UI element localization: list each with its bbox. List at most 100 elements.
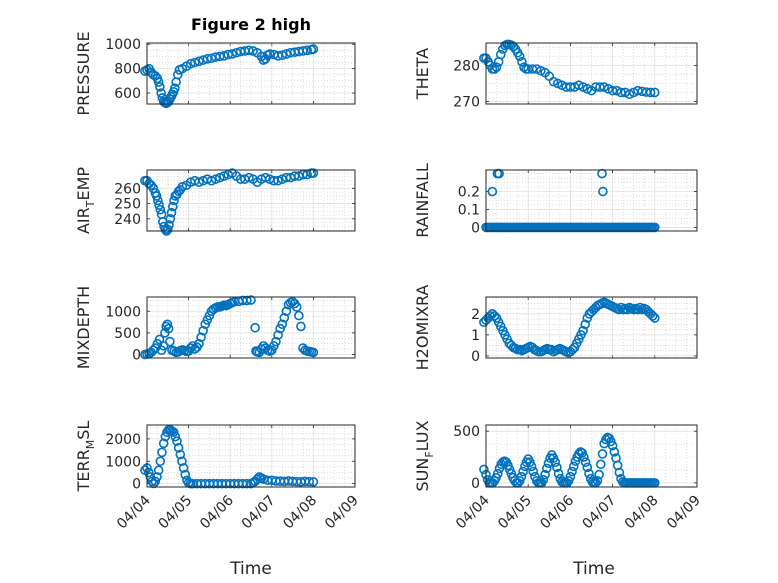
data-point [607,440,618,451]
data-point [304,476,315,487]
y-tick-label: 250 [114,197,141,213]
data-point [277,50,288,61]
y-tick-label: 1000 [105,454,141,470]
data-point [565,471,576,482]
y-tick-label: 0 [471,220,480,236]
data-point [155,204,166,215]
data-point [584,468,594,479]
data-point [155,82,165,92]
data-point [614,467,625,478]
data-point [158,438,169,449]
data-point [143,467,154,478]
data-point [165,214,176,224]
y-axis-label-main: RAINFALL [413,163,432,238]
y-axis-label-subscript: F [423,451,436,457]
axes-box [485,169,698,232]
data-point [158,341,169,351]
h2omixra-axes: 0 1 2 H2OMIXRA [413,285,698,371]
data-point [163,224,173,235]
data-point [302,169,312,180]
data-point [178,463,189,473]
y-axis-label-main: PRESSURE [74,31,93,115]
y-tick-label: 270 [453,94,480,110]
data-point [190,57,200,68]
data-point [493,468,503,479]
data-point [175,449,186,460]
data-point [538,474,549,485]
data-point [518,466,528,477]
data-point [198,325,208,336]
data-point [580,457,591,468]
y-tick-label: 500 [114,326,141,342]
data-point [489,64,500,74]
data-point [279,312,290,323]
y-axis-label: SUNFLUX [413,420,436,491]
mixdepth-axes: 0 500 1000 MIXDEPTH [74,286,356,369]
rainfall-axes: 0 0.10.2 RAINFALL [413,163,698,238]
data-point [308,168,319,178]
data-point [645,87,656,98]
y-tick-label: 1000 [105,304,141,320]
data-point [294,310,304,321]
data-point [541,463,552,474]
data-point [194,177,204,187]
data-point [595,459,606,470]
data-point [194,56,204,67]
data-point [150,476,161,487]
y-tick-label: 1 [471,328,480,344]
data-point [165,336,175,347]
data-point [194,338,204,349]
data-point [296,321,306,332]
data-point [647,311,658,321]
y-tick-label: 2 [471,307,480,323]
y-tick-label: 0 [132,348,141,364]
data-point [246,295,256,305]
data-point [489,311,500,321]
data-point [553,468,564,479]
data-point [479,464,489,475]
data-point [172,69,183,80]
y-tick-label: 280 [453,58,480,74]
data-point [206,175,217,186]
data-point [154,200,164,210]
y-tick-label: 1000 [105,37,141,53]
y-axis-label: AIRTEMP [74,167,97,234]
data-point [568,461,579,472]
y-axis-label: H2OMIXRA [413,285,432,371]
data-point [227,49,238,59]
y-axis-label-tail: SL [74,421,93,440]
y-axis-label: PRESSURE [74,31,93,115]
axes-box [146,424,356,488]
data-point [308,44,319,54]
figure-title: Figure 2 high [191,15,311,34]
data-point [152,472,162,482]
data-point [168,427,179,437]
data-point [163,323,174,334]
data-point [598,186,608,197]
data-point [291,302,302,312]
data-point [170,83,180,93]
data-point [567,466,577,477]
data-point [219,171,229,181]
data-point [177,456,187,467]
data-point [177,181,188,192]
data-point [550,457,561,468]
data-point [166,207,177,218]
data-point [156,88,166,98]
data-point [157,447,167,458]
data-point [173,443,184,453]
data-point [153,77,164,87]
data-point [308,347,319,358]
y-tick-label: 500 [453,424,480,440]
data-point [516,471,527,482]
data-point [170,431,181,442]
data-point [540,469,550,480]
data-point [164,220,174,230]
y-axis-label: THETA [413,48,432,100]
data-point [308,477,319,487]
data-point [185,58,196,69]
y-axis-label-main: SUN [413,458,432,492]
y-axis-label-main: AIR [74,207,93,234]
y-axis-label-tail: EMP [74,167,93,201]
